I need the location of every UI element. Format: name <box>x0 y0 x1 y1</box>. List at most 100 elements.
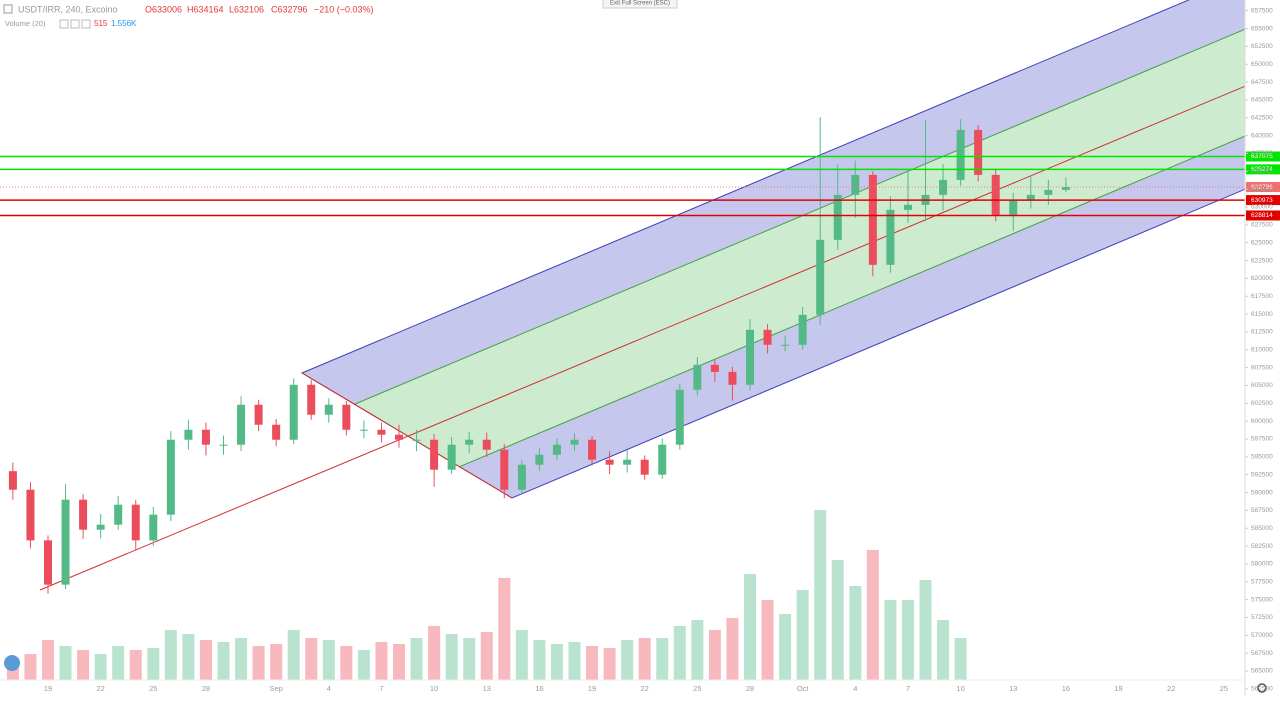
x-tick-label: 13 <box>483 684 491 693</box>
candle-body <box>991 174 1000 215</box>
candle-body <box>1044 189 1053 195</box>
volume-bar <box>656 638 669 680</box>
x-tick-label: 4 <box>327 684 331 693</box>
volume-bar <box>937 620 950 680</box>
exit-fullscreen-button[interactable] <box>602 0 678 9</box>
y-tick-label: 615000 <box>1251 311 1273 318</box>
candle-body <box>868 174 877 265</box>
x-tick-label: 16 <box>1062 684 1070 693</box>
x-tick-label: 25 <box>149 684 157 693</box>
volume-bar <box>59 646 72 680</box>
y-tick-label: 567500 <box>1251 650 1273 657</box>
y-tick-label: 630000 <box>1251 204 1273 211</box>
candle-body <box>79 499 88 530</box>
y-tick-label: 640000 <box>1251 132 1273 139</box>
y-tick-label: 637500 <box>1251 150 1273 157</box>
x-tick-label: 28 <box>746 684 754 693</box>
candle-body <box>640 459 649 475</box>
candle-body <box>96 524 105 530</box>
candle-body <box>903 204 912 210</box>
y-tick-label: 562500 <box>1251 686 1273 693</box>
x-tick-label: 7 <box>379 684 383 693</box>
y-tick-label: 632500 <box>1251 186 1273 193</box>
x-tick-label: 22 <box>96 684 104 693</box>
y-tick-label: 565000 <box>1251 668 1273 675</box>
volume-bar <box>322 640 335 680</box>
volume-bar <box>217 642 230 680</box>
indicator-icon[interactable] <box>70 19 80 29</box>
candle-body <box>219 444 228 446</box>
price-label: 630973 <box>1251 197 1273 204</box>
candle-body <box>833 194 842 240</box>
candle-body <box>500 449 509 490</box>
ohlc-open: O633006 <box>145 4 182 14</box>
candle-body <box>324 404 333 415</box>
candle-body <box>816 239 825 315</box>
volume-bar <box>779 614 792 680</box>
volume-name: Volume (20) <box>5 19 46 28</box>
volume-bar <box>761 600 774 680</box>
y-tick-label: 582500 <box>1251 543 1273 550</box>
candle-body <box>44 540 52 585</box>
volume-bar <box>77 650 90 680</box>
candle-body <box>377 429 386 435</box>
x-tick-label: 25 <box>1220 684 1228 693</box>
volume-bar <box>901 600 914 680</box>
volume-bar <box>480 632 493 680</box>
x-tick-label: 22 <box>1167 684 1175 693</box>
x-tick-label: 19 <box>1114 684 1122 693</box>
x-tick-label: 10 <box>430 684 438 693</box>
candle-body <box>307 384 316 415</box>
exit-fullscreen[interactable]: Exit Full Screen (ESC) <box>610 1 670 7</box>
volume-bar <box>305 638 318 680</box>
y-tick-label: 572500 <box>1251 614 1273 621</box>
settings-icon[interactable] <box>1257 683 1267 693</box>
volume-bar <box>796 590 809 680</box>
y-tick-label: 657500 <box>1251 7 1273 14</box>
y-tick-label: 622500 <box>1251 257 1273 264</box>
indicator-icon[interactable] <box>59 19 69 29</box>
volume-bar <box>814 510 827 680</box>
candle-body <box>447 444 456 470</box>
volume-bar <box>990 684 1002 690</box>
candle-body <box>763 329 772 345</box>
volume-ma: 1.556K <box>111 19 137 28</box>
candle-body <box>8 471 17 490</box>
y-tick-label: 580000 <box>1251 561 1273 568</box>
logo[interactable] <box>4 655 20 671</box>
volume-bar <box>164 630 177 680</box>
y-tick-label: 605000 <box>1251 382 1273 389</box>
candle-body <box>184 429 193 440</box>
volume-bar <box>954 638 967 680</box>
volume-bar <box>24 654 37 680</box>
candle-body <box>482 439 491 450</box>
candle-body <box>26 489 35 541</box>
price-label: 628814 <box>1251 212 1273 219</box>
pitchfork <box>39 0 1245 591</box>
y-tick-label: 587500 <box>1251 507 1273 514</box>
volume-bar <box>691 620 704 680</box>
volume-bar <box>498 578 511 680</box>
indicator-icon[interactable] <box>81 19 91 29</box>
volume-bar <box>428 626 441 680</box>
volume-bar <box>340 646 353 680</box>
volume-bar <box>235 638 248 680</box>
candle-body <box>395 434 403 440</box>
volume-bar <box>112 646 125 680</box>
candles <box>8 117 1070 594</box>
candle-body <box>131 504 140 541</box>
volume-bar <box>252 646 265 680</box>
y-tick-label: 590000 <box>1251 489 1273 496</box>
x-tick-label: 10 <box>956 684 964 693</box>
candle-body <box>605 459 614 465</box>
candle-body <box>114 504 123 525</box>
candle-body <box>851 174 860 195</box>
volume-bar <box>866 550 879 680</box>
ohlc-change: −210 (−0.03%) <box>314 4 374 14</box>
x-tick-label: 4 <box>853 684 857 693</box>
y-tick-label: 575000 <box>1251 596 1273 603</box>
price-lines: 637075 635274 632796 630973 628814 <box>0 151 1280 221</box>
volume-bar <box>445 634 458 680</box>
price-label: 632796 <box>1251 184 1273 191</box>
